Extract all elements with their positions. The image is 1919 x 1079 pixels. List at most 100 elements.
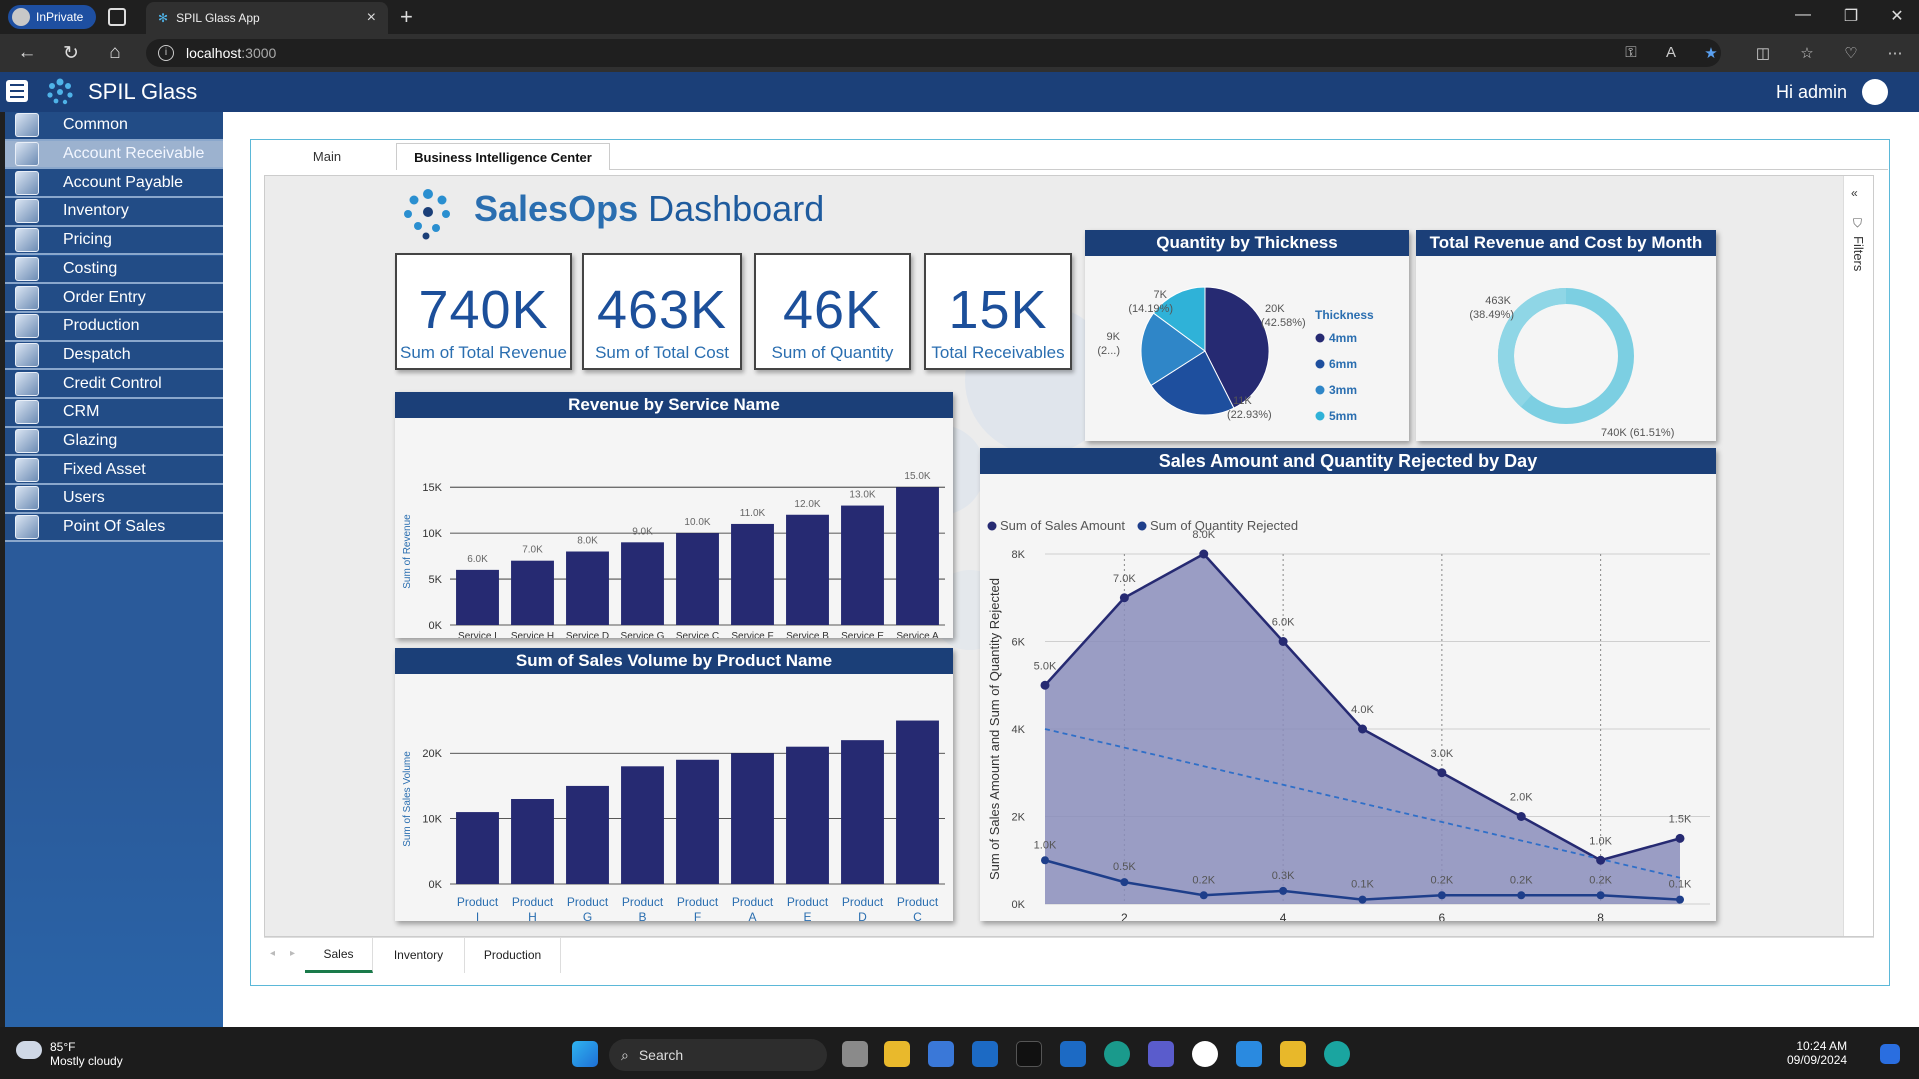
bar xyxy=(621,542,664,625)
page-tab-sales[interactable]: Sales xyxy=(305,937,373,973)
store-icon[interactable] xyxy=(928,1041,954,1067)
data-point xyxy=(1199,549,1209,559)
user-greeting: Hi admin xyxy=(1776,82,1848,102)
sidebar-item-fixed-asset[interactable]: Fixed Asset xyxy=(5,456,223,486)
data-label: 11.0K xyxy=(740,508,766,519)
kpi-value: 46K xyxy=(782,280,883,340)
app-logo-icon xyxy=(47,78,73,105)
x-tick-label: Product xyxy=(677,895,719,909)
x-tick-label: Service A xyxy=(896,631,939,638)
teams-icon[interactable] xyxy=(1148,1041,1174,1067)
sidebar-item-account-receivable[interactable]: Account Receivable xyxy=(5,140,223,170)
sidebar-item-despatch[interactable]: Despatch xyxy=(5,341,223,371)
revenue-by-service-panel[interactable]: Revenue by Service Name 0K 5K 10K 15K 6.0K Se… xyxy=(395,392,953,653)
browser-tab[interactable]: ✻ SPIL Glass App × xyxy=(146,2,388,34)
vscode-icon[interactable] xyxy=(1236,1041,1262,1067)
weather-widget[interactable]: 85°F Mostly cloudy xyxy=(50,1040,123,1068)
kpi-total-revenue[interactable]: 740K Sum of Total Revenue xyxy=(395,253,572,370)
read-aloud-icon[interactable]: A xyxy=(1665,44,1676,61)
uber-eats-icon[interactable] xyxy=(1016,1041,1042,1067)
favorite-star-icon[interactable]: ★ xyxy=(1704,45,1718,62)
sidebar-item-point-of-sales[interactable]: Point Of Sales xyxy=(5,513,223,543)
sales-rejected-panel[interactable]: Sales Amount and Quantity Rejected by Da… xyxy=(980,448,1716,941)
kpi-quantity[interactable]: 46K Sum of Quantity xyxy=(754,253,911,370)
x-tick-label: F xyxy=(694,910,701,921)
data-label: 10.0K xyxy=(684,517,710,528)
legend-marker xyxy=(1315,333,1325,343)
legend-marker xyxy=(1137,521,1147,531)
restore-icon[interactable]: ❐ xyxy=(1843,8,1859,25)
page-tab-inventory[interactable]: Inventory xyxy=(373,937,465,973)
taskbar-clock[interactable]: 10:24 AM 09/09/2024 xyxy=(1787,1039,1847,1067)
slice-label: (2...) xyxy=(1097,345,1120,357)
teamviewer-icon[interactable] xyxy=(1192,1041,1218,1067)
sidebar-item-account-payable[interactable]: Account Payable xyxy=(5,169,223,199)
taskbar-search[interactable]: ⌕ Search xyxy=(609,1039,827,1071)
sidebar-item-pricing[interactable]: Pricing xyxy=(5,226,223,256)
edge-icon[interactable] xyxy=(1104,1041,1130,1067)
minimize-icon[interactable]: — xyxy=(1795,6,1811,23)
module-icon xyxy=(15,199,39,224)
tab-main[interactable]: Main xyxy=(258,143,396,170)
tab-business-intelligence[interactable]: Business Intelligence Center xyxy=(396,143,610,170)
site-info-icon[interactable]: i xyxy=(158,45,174,61)
kpi-total-cost[interactable]: 463K Sum of Total Cost xyxy=(582,253,742,370)
page-tab-production[interactable]: Production xyxy=(465,937,561,973)
sidebar-item-glazing[interactable]: Glazing xyxy=(5,427,223,457)
favorites-icon[interactable]: ☆ xyxy=(1800,45,1814,62)
windows-start-icon[interactable] xyxy=(572,1041,598,1067)
home-icon[interactable]: ⌂ xyxy=(109,42,121,63)
edge-beta-icon[interactable] xyxy=(1324,1041,1350,1067)
split-screen-icon[interactable]: ◫ xyxy=(1755,45,1771,62)
data-point xyxy=(1199,891,1208,900)
key-icon[interactable]: ⚿ xyxy=(1625,44,1637,61)
kpi-receivables[interactable]: 15K Total Receivables xyxy=(924,253,1072,370)
x-tick-label: I xyxy=(476,910,479,921)
user-avatar[interactable] xyxy=(1862,79,1888,105)
sidebar-item-crm[interactable]: CRM xyxy=(5,399,223,428)
sidebar-item-order-entry[interactable]: Order Entry xyxy=(5,284,223,313)
url-field[interactable]: i localhost:3000 xyxy=(146,39,1721,67)
back-icon[interactable]: ← xyxy=(17,42,37,63)
prev-page-icon[interactable]: ◂ xyxy=(270,948,276,959)
y-tick-label: 4K xyxy=(1012,724,1026,736)
x-tick-label: H xyxy=(528,910,537,921)
close-window-icon[interactable]: ✕ xyxy=(1890,8,1904,25)
new-tab-icon[interactable]: + xyxy=(400,4,413,29)
data-point xyxy=(1675,833,1685,843)
pie-slice xyxy=(1150,350,1235,416)
revenue-cost-month-panel[interactable]: Total Revenue and Cost by Month 463K (38.… xyxy=(1416,230,1716,441)
data-label: 6.0K xyxy=(467,554,488,565)
quantity-by-thickness-panel[interactable]: Quantity by Thickness 20K (42.58%) 11K (22.… xyxy=(1085,230,1409,441)
outlook-icon[interactable] xyxy=(972,1041,998,1067)
filters-pane[interactable] xyxy=(1843,176,1873,936)
more-icon[interactable]: ⋯ xyxy=(1887,45,1903,62)
tab-actions-icon[interactable] xyxy=(108,8,126,26)
sidebar-item-common[interactable]: Common xyxy=(5,112,223,141)
filters-label[interactable]: Filters xyxy=(1851,236,1866,272)
refresh-icon[interactable]: ↻ xyxy=(63,43,79,64)
menu-icon[interactable] xyxy=(6,80,28,102)
trend-line xyxy=(1044,728,1681,879)
outlook-new-icon[interactable] xyxy=(1060,1041,1086,1067)
next-page-icon[interactable]: ▸ xyxy=(290,948,296,959)
sales-volume-panel[interactable]: Sum of Sales Volume by Product Name 0K 10… xyxy=(395,648,953,941)
sidebar-item-credit-control[interactable]: Credit Control xyxy=(5,370,223,399)
close-tab-icon[interactable]: × xyxy=(366,9,376,26)
sidebar-item-costing[interactable]: Costing xyxy=(5,255,223,285)
sidebar-item-production[interactable]: Production xyxy=(5,312,223,342)
sidebar-item-users[interactable]: Users xyxy=(5,485,223,514)
sidebar-item-inventory[interactable]: Inventory xyxy=(5,198,223,227)
sidebar-item-label: Production xyxy=(63,317,140,335)
browser-essentials-icon[interactable]: ♡ xyxy=(1844,45,1858,62)
notification-icon[interactable] xyxy=(1880,1044,1900,1064)
x-tick-label: Product xyxy=(897,895,939,909)
weather-cloud-icon[interactable] xyxy=(16,1041,42,1059)
x-tick-label: C xyxy=(913,910,922,921)
module-icon xyxy=(15,113,39,138)
file-explorer-icon[interactable] xyxy=(884,1041,910,1067)
power-bi-icon[interactable] xyxy=(1280,1041,1306,1067)
task-view-icon[interactable] xyxy=(842,1041,868,1067)
collapse-filters-icon[interactable]: « xyxy=(1851,186,1858,200)
inprivate-badge[interactable]: InPrivate xyxy=(8,5,96,29)
